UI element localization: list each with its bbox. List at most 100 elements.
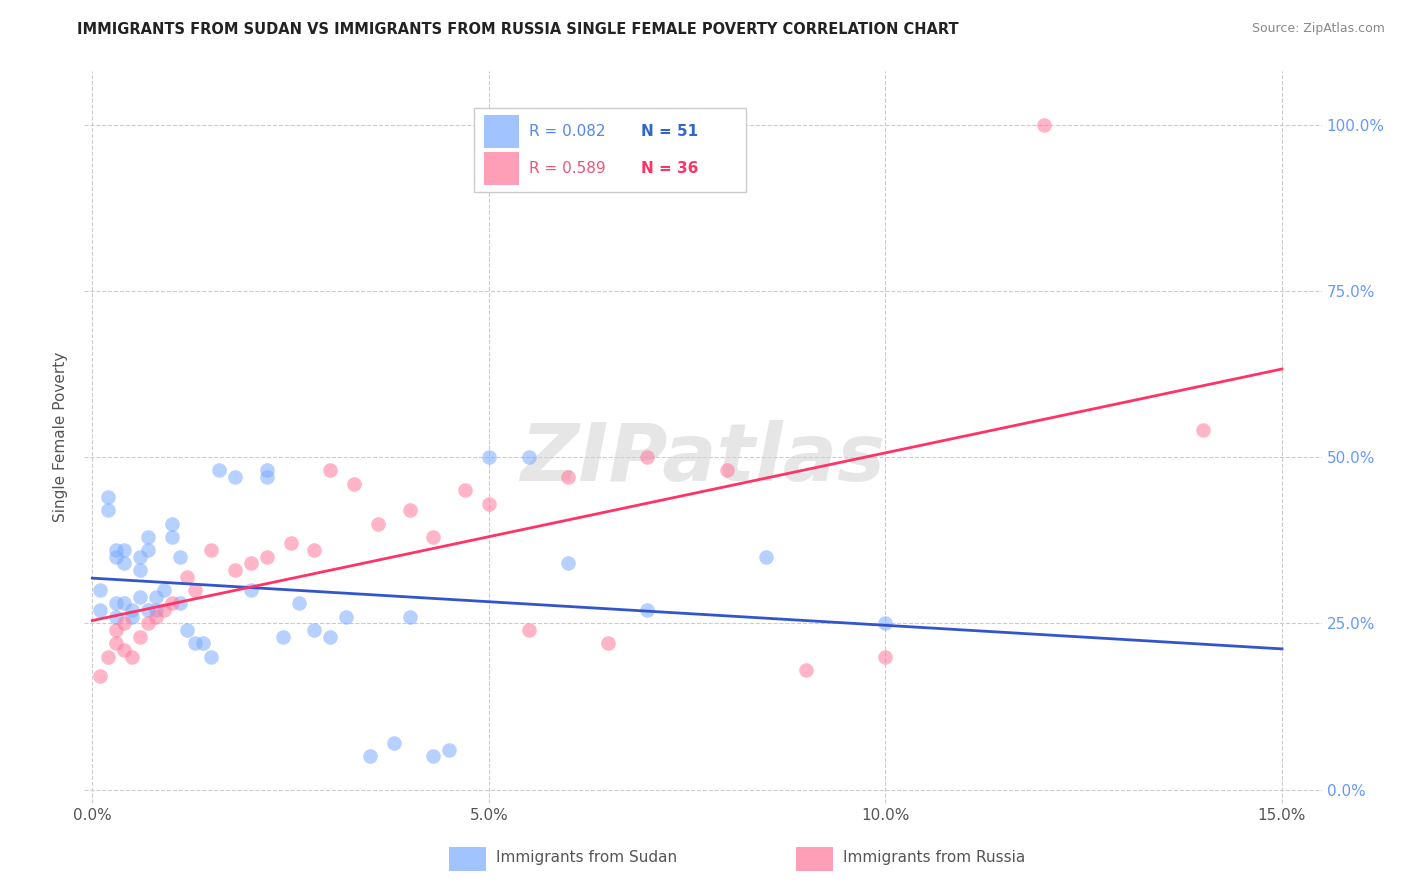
Point	[169, 596, 191, 610]
Point	[121, 649, 143, 664]
Text: N = 36: N = 36	[641, 161, 699, 176]
Point	[121, 609, 143, 624]
Point	[398, 503, 420, 517]
Point	[437, 742, 460, 756]
Point	[176, 623, 198, 637]
Point	[105, 543, 128, 558]
Point	[105, 596, 128, 610]
Point	[145, 603, 167, 617]
Point	[256, 470, 278, 484]
Point	[256, 463, 278, 477]
FancyBboxPatch shape	[474, 108, 747, 192]
Point	[875, 616, 897, 631]
Point	[128, 549, 150, 564]
Point	[97, 649, 120, 664]
Point	[596, 636, 619, 650]
Point	[319, 630, 342, 644]
Point	[422, 530, 444, 544]
Point	[128, 563, 150, 577]
Point	[382, 736, 405, 750]
Point	[517, 623, 540, 637]
Point	[105, 623, 128, 637]
Point	[287, 596, 309, 610]
Point	[112, 543, 135, 558]
Point	[160, 530, 183, 544]
Text: Immigrants from Russia: Immigrants from Russia	[842, 850, 1025, 865]
Point	[184, 636, 207, 650]
Point	[176, 570, 198, 584]
Point	[89, 603, 111, 617]
Point	[1033, 118, 1056, 132]
Point	[1191, 424, 1213, 438]
Point	[239, 582, 262, 597]
FancyBboxPatch shape	[796, 847, 832, 871]
Text: ZIPatlas: ZIPatlas	[520, 420, 886, 498]
Text: R = 0.589: R = 0.589	[529, 161, 605, 176]
Point	[128, 630, 150, 644]
Point	[422, 749, 444, 764]
Point	[637, 450, 659, 464]
Point	[89, 582, 111, 597]
Point	[200, 543, 222, 558]
Point	[152, 603, 174, 617]
Point	[145, 609, 167, 624]
Point	[105, 549, 128, 564]
Text: R = 0.082: R = 0.082	[529, 124, 605, 139]
Point	[271, 630, 294, 644]
Point	[557, 557, 579, 571]
Point	[557, 470, 579, 484]
Point	[517, 450, 540, 464]
Point	[160, 516, 183, 531]
Text: Immigrants from Sudan: Immigrants from Sudan	[496, 850, 678, 865]
Point	[136, 616, 159, 631]
Point	[280, 536, 302, 550]
Point	[478, 497, 501, 511]
Point	[875, 649, 897, 664]
Point	[97, 490, 120, 504]
Point	[152, 582, 174, 597]
Point	[136, 543, 159, 558]
Point	[169, 549, 191, 564]
FancyBboxPatch shape	[450, 847, 486, 871]
Text: N = 51: N = 51	[641, 124, 699, 139]
Point	[89, 669, 111, 683]
Point	[136, 603, 159, 617]
FancyBboxPatch shape	[484, 115, 519, 148]
Point	[454, 483, 477, 498]
Point	[97, 503, 120, 517]
Point	[755, 549, 778, 564]
Point	[193, 636, 215, 650]
Point	[112, 616, 135, 631]
Point	[224, 563, 246, 577]
Point	[398, 609, 420, 624]
FancyBboxPatch shape	[484, 152, 519, 185]
Point	[239, 557, 262, 571]
Point	[105, 609, 128, 624]
Point	[794, 663, 817, 677]
Point	[335, 609, 357, 624]
Point	[112, 557, 135, 571]
Point	[343, 476, 366, 491]
Point	[208, 463, 231, 477]
Point	[145, 590, 167, 604]
Point	[136, 530, 159, 544]
Point	[359, 749, 381, 764]
Point	[367, 516, 389, 531]
Point	[304, 623, 326, 637]
Point	[105, 636, 128, 650]
Point	[478, 450, 501, 464]
Point	[112, 596, 135, 610]
Text: IMMIGRANTS FROM SUDAN VS IMMIGRANTS FROM RUSSIA SINGLE FEMALE POVERTY CORRELATIO: IMMIGRANTS FROM SUDAN VS IMMIGRANTS FROM…	[77, 22, 959, 37]
Point	[200, 649, 222, 664]
Point	[121, 603, 143, 617]
Point	[256, 549, 278, 564]
Point	[128, 590, 150, 604]
Point	[319, 463, 342, 477]
Point	[304, 543, 326, 558]
Point	[112, 643, 135, 657]
Point	[716, 463, 738, 477]
Y-axis label: Single Female Poverty: Single Female Poverty	[53, 352, 69, 522]
Point	[184, 582, 207, 597]
Point	[637, 603, 659, 617]
Point	[160, 596, 183, 610]
